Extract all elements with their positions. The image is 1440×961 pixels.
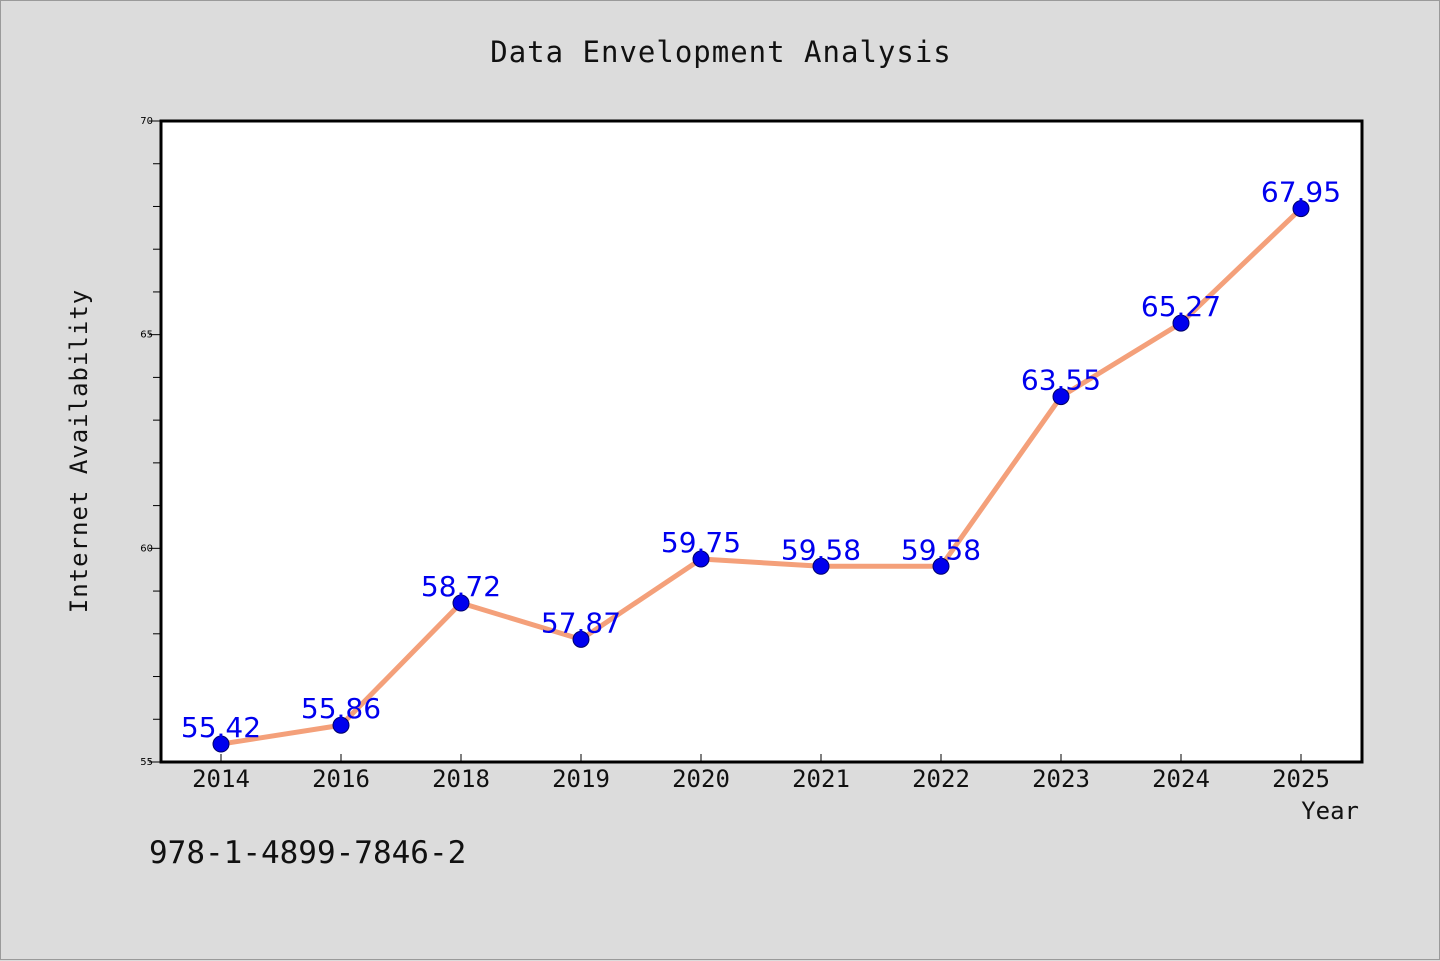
x-axis-label: Year bbox=[1301, 797, 1359, 825]
data-point-marker bbox=[932, 557, 950, 575]
y-axis-label: Internet Availability bbox=[65, 288, 93, 614]
x-tick-label: 2024 bbox=[1152, 765, 1210, 793]
data-label: 67.95 bbox=[1261, 176, 1341, 209]
data-point-marker bbox=[1172, 314, 1190, 332]
data-label: 65.27 bbox=[1141, 290, 1221, 323]
series-group bbox=[212, 200, 1310, 753]
data-point-marker bbox=[572, 630, 590, 648]
x-tick-label: 2016 bbox=[312, 765, 370, 793]
x-tick-label: 2023 bbox=[1032, 765, 1090, 793]
data-point-marker bbox=[452, 594, 470, 612]
x-tick-label: 2020 bbox=[672, 765, 730, 793]
x-tick-label: 2022 bbox=[912, 765, 970, 793]
y-tick-label: 60 bbox=[140, 543, 153, 554]
isbn-text: 978-1-4899-7846-2 bbox=[149, 835, 467, 871]
data-labels: 55.42 55.86 58.72 57.87 59.75 59.58 59.58 63.55… bbox=[181, 176, 1341, 744]
data-point-marker bbox=[1052, 388, 1070, 406]
plot-frame bbox=[159, 119, 1364, 764]
data-label: 55.86 bbox=[301, 692, 381, 725]
data-point-marker bbox=[692, 550, 710, 568]
data-point-marker bbox=[212, 735, 230, 753]
y-axis-ticks: 55 60 65 70 bbox=[140, 116, 161, 768]
data-label: 58.72 bbox=[421, 570, 501, 603]
plot-area bbox=[161, 121, 1362, 762]
series-line bbox=[218, 206, 1304, 747]
data-label: 59.58 bbox=[901, 533, 981, 566]
x-tick-label: 2014 bbox=[192, 765, 250, 793]
x-tick-label: 2019 bbox=[552, 765, 610, 793]
y-tick-label: 70 bbox=[140, 116, 153, 127]
data-label: 59.75 bbox=[661, 526, 741, 559]
y-tick-label: 65 bbox=[140, 330, 153, 341]
x-tick-label: 2021 bbox=[792, 765, 850, 793]
data-label: 63.55 bbox=[1021, 364, 1101, 397]
x-tick-label: 2025 bbox=[1272, 765, 1330, 793]
data-point-marker bbox=[1292, 200, 1310, 218]
chart-title: Data Envelopment Analysis bbox=[490, 35, 952, 69]
x-axis-ticks: 2014 2016 2018 2019 2020 2021 2022 2023 2024 2025 bbox=[192, 754, 1330, 793]
data-label: 59.58 bbox=[781, 533, 861, 566]
x-tick-label: 2018 bbox=[432, 765, 490, 793]
data-label: 57.87 bbox=[541, 606, 621, 639]
data-point-marker bbox=[812, 557, 830, 575]
data-label: 55.42 bbox=[181, 711, 261, 744]
y-tick-label: 55 bbox=[140, 757, 153, 768]
data-point-marker bbox=[332, 716, 350, 734]
